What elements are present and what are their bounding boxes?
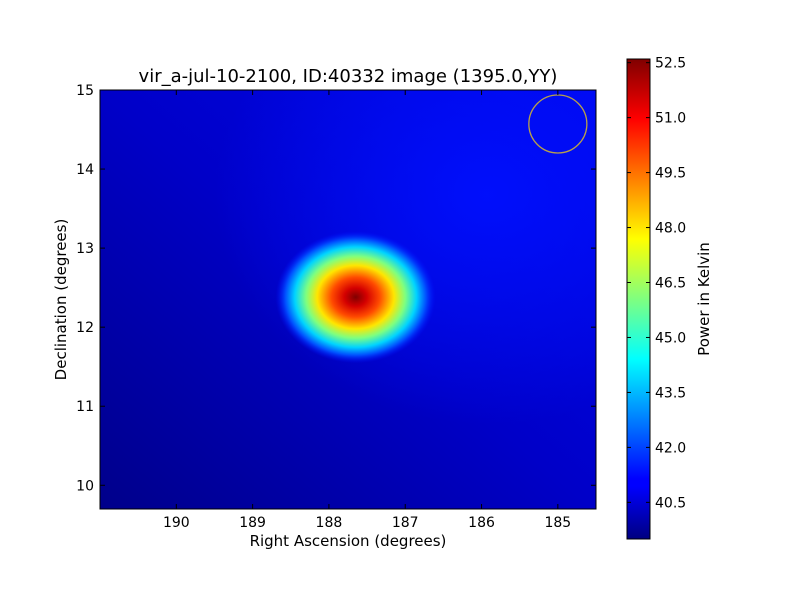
colorbar-tick-label: 45.0 <box>655 330 686 346</box>
x-tick-label: 190 <box>163 515 190 531</box>
colorbar-axis: 40.5 42.0 43.5 45.0 46.5 48.0 49.5 51.0 52.5 <box>627 56 686 511</box>
colorbar-label: Power in Kelvin <box>695 242 713 356</box>
plot-frame <box>99 89 597 510</box>
y-tick-label: 12 <box>76 320 94 336</box>
colorbar <box>626 58 651 540</box>
x-tick-label: 185 <box>544 515 571 531</box>
y-tick-label: 11 <box>76 399 94 415</box>
colorbar-tick-label: 51.0 <box>655 111 686 127</box>
y-axis: 10 11 12 13 14 15 <box>76 83 596 494</box>
colorbar-tick-label: 40.5 <box>655 495 686 511</box>
colorbar-tick-label: 46.5 <box>655 276 686 292</box>
y-tick-label: 13 <box>76 241 94 257</box>
x-axis-label: Right Ascension (degrees) <box>250 532 447 550</box>
y-tick-label: 10 <box>76 478 94 494</box>
y-axis-label: Declination (degrees) <box>52 219 70 381</box>
chart-title: vir_a-jul-10-2100, ID:40332 image (1395.… <box>139 66 558 87</box>
colorbar-tick-label: 48.0 <box>655 221 686 237</box>
y-tick-label: 14 <box>76 162 94 178</box>
x-tick-label: 189 <box>239 515 266 531</box>
colorbar-tick-label: 42.0 <box>655 440 686 456</box>
colorbar-tick-label: 49.5 <box>655 166 686 182</box>
x-tick-label: 187 <box>392 515 419 531</box>
colorbar-tick-label: 52.5 <box>655 56 686 72</box>
x-tick-label: 188 <box>316 515 343 531</box>
x-tick-label: 186 <box>468 515 495 531</box>
x-axis: 190 189 188 187 186 185 <box>163 90 571 531</box>
heatmap-source-peak <box>275 231 436 364</box>
y-tick-label: 15 <box>76 83 94 99</box>
plot-area <box>100 90 596 509</box>
colorbar-tick-label: 43.5 <box>655 385 686 401</box>
